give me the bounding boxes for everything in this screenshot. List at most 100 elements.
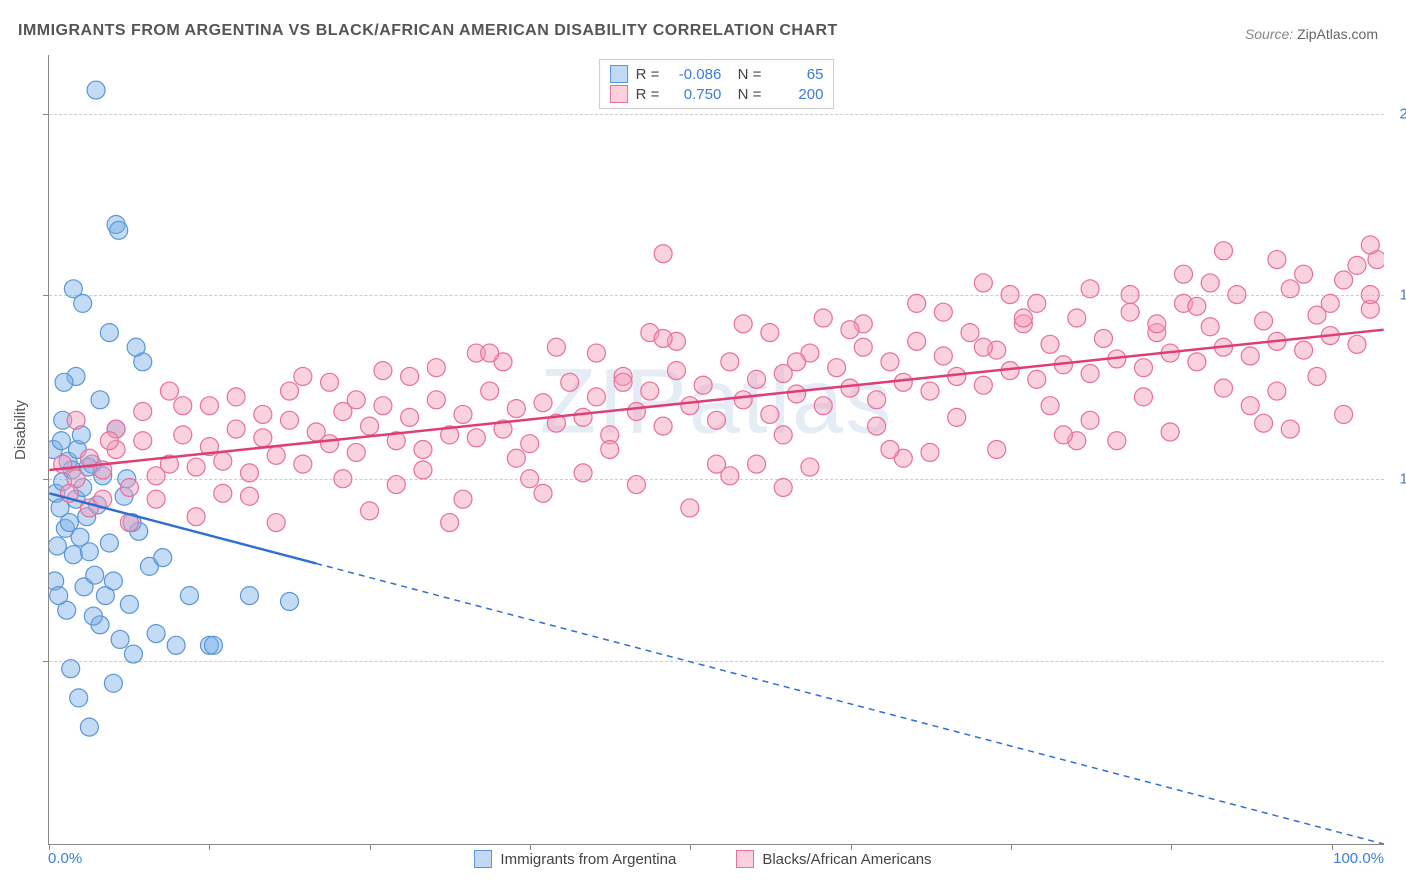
data-point [654,417,672,435]
y-axis-label: Disability [12,400,29,460]
data-point [86,566,104,584]
data-point [694,376,712,394]
data-point [587,344,605,362]
source-value: ZipAtlas.com [1297,26,1378,42]
data-point [110,221,128,239]
data-point [1335,405,1353,423]
data-point [74,294,92,312]
data-point [174,426,192,444]
data-point [174,397,192,415]
data-point [708,411,726,429]
data-point [627,476,645,494]
data-point [180,587,198,605]
swatch-blue-icon [474,850,492,868]
data-point [627,403,645,421]
data-point [654,245,672,263]
data-point [267,446,285,464]
data-point [974,338,992,356]
data-point [104,674,122,692]
data-point [774,426,792,444]
data-point [187,458,205,476]
y-tick-label: 18.8% [1399,286,1406,303]
legend-row-pink: R = 0.750 N = 200 [610,84,824,104]
data-point [454,405,472,423]
data-point [49,537,66,555]
data-point [1188,297,1206,315]
data-point [1348,256,1366,274]
data-point [1335,271,1353,289]
data-point [160,382,178,400]
chart-title: IMMIGRANTS FROM ARGENTINA VS BLACK/AFRIC… [18,22,838,40]
data-point [761,405,779,423]
data-point [721,353,739,371]
data-point [974,274,992,292]
swatch-pink-icon [610,85,628,103]
data-point [788,353,806,371]
data-point [1121,303,1139,321]
data-point [681,499,699,517]
data-point [84,607,102,625]
data-point [1268,251,1286,269]
chart-container: IMMIGRANTS FROM ARGENTINA VS BLACK/AFRIC… [0,0,1406,892]
data-point [414,441,432,459]
data-point [841,321,859,339]
data-point [134,432,152,450]
data-point [561,373,579,391]
y-tick-label: 12.5% [1399,471,1406,488]
data-point [521,435,539,453]
legend-item-pink: Blacks/African Americans [736,850,931,868]
data-point [574,464,592,482]
data-point [50,587,68,605]
data-point [574,408,592,426]
data-point [1255,414,1273,432]
data-point [1255,312,1273,330]
data-point [1308,367,1326,385]
data-point [204,636,222,654]
data-point [401,408,419,426]
data-point [427,391,445,409]
data-point [761,324,779,342]
data-point [120,595,138,613]
source-attribution: Source: ZipAtlas.com [1245,26,1378,42]
r-label: R = [636,86,660,103]
data-point [1215,242,1233,260]
data-point [87,81,105,99]
data-point [507,449,525,467]
data-point [601,441,619,459]
data-point [1321,294,1339,312]
data-point [1361,286,1379,304]
data-point [1081,411,1099,429]
legend-label-blue: Immigrants from Argentina [500,851,676,868]
data-point [708,455,726,473]
data-point [1295,265,1313,283]
data-point [281,592,299,610]
data-point [1081,365,1099,383]
regression-line [49,330,1383,470]
data-point [841,379,859,397]
y-tick-label: 25.0% [1399,105,1406,122]
data-point [427,359,445,377]
data-point [748,455,766,473]
data-point [1241,347,1259,365]
data-point [654,329,672,347]
data-point [814,397,832,415]
series-legend: Immigrants from Argentina Blacks/African… [0,850,1406,868]
data-point [814,309,832,327]
data-point [868,417,886,435]
data-point [62,660,80,678]
data-point [908,294,926,312]
r-label: R = [636,66,660,83]
data-point [1201,318,1219,336]
data-point [467,429,485,447]
data-point [1068,309,1086,327]
swatch-pink-icon [736,850,754,868]
data-point [641,382,659,400]
data-point [748,370,766,388]
n-value-pink: 200 [769,86,823,103]
data-point [894,373,912,391]
data-point [124,645,142,663]
legend-row-blue: R = -0.086 N = 65 [610,64,824,84]
data-point [127,338,145,356]
data-point [948,408,966,426]
data-point [974,376,992,394]
